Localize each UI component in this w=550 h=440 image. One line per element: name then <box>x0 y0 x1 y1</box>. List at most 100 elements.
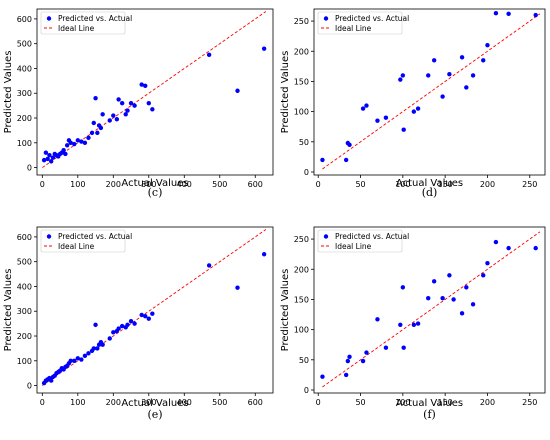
x-axis-label: Actual Values <box>396 178 463 189</box>
data-point <box>50 155 56 160</box>
plot-frame <box>313 8 546 176</box>
data-point <box>95 346 100 351</box>
legend-marker <box>323 234 329 239</box>
data-point <box>447 71 452 77</box>
data-point <box>464 285 469 290</box>
data-point <box>261 252 267 257</box>
x-tick-label: 50 <box>355 180 365 189</box>
panel-caption: (d) <box>422 186 438 199</box>
data-point <box>79 357 84 362</box>
y-tick-label: 100 <box>294 326 309 335</box>
legend-marker <box>46 16 52 21</box>
data-point <box>364 103 369 108</box>
y-tick-label: 300 <box>17 307 32 316</box>
data-point <box>506 11 511 17</box>
data-point <box>119 323 125 329</box>
data-point <box>132 321 137 326</box>
x-tick-label: 200 <box>480 398 495 407</box>
y-tick-label: 400 <box>17 282 32 291</box>
data-point <box>125 322 130 328</box>
x-tick-label: 150 <box>438 398 453 407</box>
data-point <box>440 94 445 99</box>
y-tick-label: 250 <box>294 235 309 244</box>
data-point <box>89 130 95 136</box>
y-tick-label: 50 <box>299 356 309 365</box>
data-point <box>470 302 476 307</box>
y-tick-label: 500 <box>17 258 32 267</box>
data-point <box>75 356 81 361</box>
data-point <box>261 46 267 51</box>
data-point <box>128 318 134 324</box>
y-tick-label: 100 <box>17 139 32 148</box>
x-tick-label: 400 <box>177 180 192 189</box>
x-tick-label: 250 <box>522 398 537 407</box>
x-tick-label: 100 <box>395 180 410 189</box>
plot-frame <box>36 226 274 394</box>
data-point <box>320 374 325 379</box>
legend-label: Ideal Line <box>335 242 372 251</box>
data-point <box>82 140 88 145</box>
data-point <box>100 342 105 347</box>
x-tick-label: 100 <box>395 398 410 407</box>
data-point <box>107 336 112 341</box>
y-tick-label: 300 <box>17 89 32 98</box>
x-axis-label: Actual Values <box>121 398 188 409</box>
legend-label: Ideal Line <box>335 24 372 33</box>
data-point <box>533 12 538 18</box>
data-point <box>86 351 91 356</box>
data-point <box>128 100 134 106</box>
data-point <box>123 112 128 117</box>
data-point <box>451 297 456 302</box>
data-point <box>68 140 73 145</box>
data-point <box>143 313 148 319</box>
data-point <box>125 108 130 113</box>
x-tick-label: 300 <box>141 180 156 189</box>
x-tick-label: 200 <box>106 180 121 189</box>
y-tick-label: 200 <box>17 114 32 123</box>
data-point <box>41 157 47 163</box>
data-point <box>400 285 406 290</box>
y-tick-label: 150 <box>294 295 309 304</box>
data-point <box>111 330 116 335</box>
data-point <box>347 142 352 148</box>
legend-label: Ideal Line <box>58 242 95 251</box>
data-point <box>398 77 403 82</box>
data-point <box>401 127 406 132</box>
data-point <box>114 117 120 122</box>
x-tick-label: 250 <box>522 180 537 189</box>
legend-label: Predicted vs. Actual <box>58 14 132 23</box>
data-point <box>411 322 417 327</box>
data-point <box>485 261 490 266</box>
y-axis-label: Predicted Values <box>3 269 14 352</box>
data-point <box>345 358 351 364</box>
data-point <box>411 109 417 114</box>
data-point <box>72 358 77 363</box>
x-tick-label: 300 <box>141 398 156 407</box>
data-point <box>360 358 366 364</box>
x-tick-label: 0 <box>316 398 321 407</box>
data-point <box>343 157 349 163</box>
data-point <box>375 118 380 123</box>
data-point <box>415 106 421 111</box>
y-tick-label: 150 <box>294 77 309 86</box>
data-point <box>481 273 486 278</box>
data-point <box>132 103 137 108</box>
legend-label: Predicted vs. Actual <box>335 14 409 23</box>
y-tick-label: 0 <box>304 168 309 177</box>
y-tick-label: 0 <box>304 386 309 395</box>
data-point <box>47 152 52 158</box>
data-point <box>235 88 240 93</box>
data-point <box>440 296 445 301</box>
data-point <box>320 157 325 163</box>
legend-marker <box>323 16 329 21</box>
panel-caption: (f) <box>423 408 436 421</box>
x-tick-label: 400 <box>177 398 192 407</box>
x-tick-label: 200 <box>480 180 495 189</box>
data-point <box>398 322 403 327</box>
data-point <box>431 58 437 63</box>
data-point <box>107 118 112 123</box>
data-point <box>111 113 116 118</box>
data-point <box>61 148 66 153</box>
